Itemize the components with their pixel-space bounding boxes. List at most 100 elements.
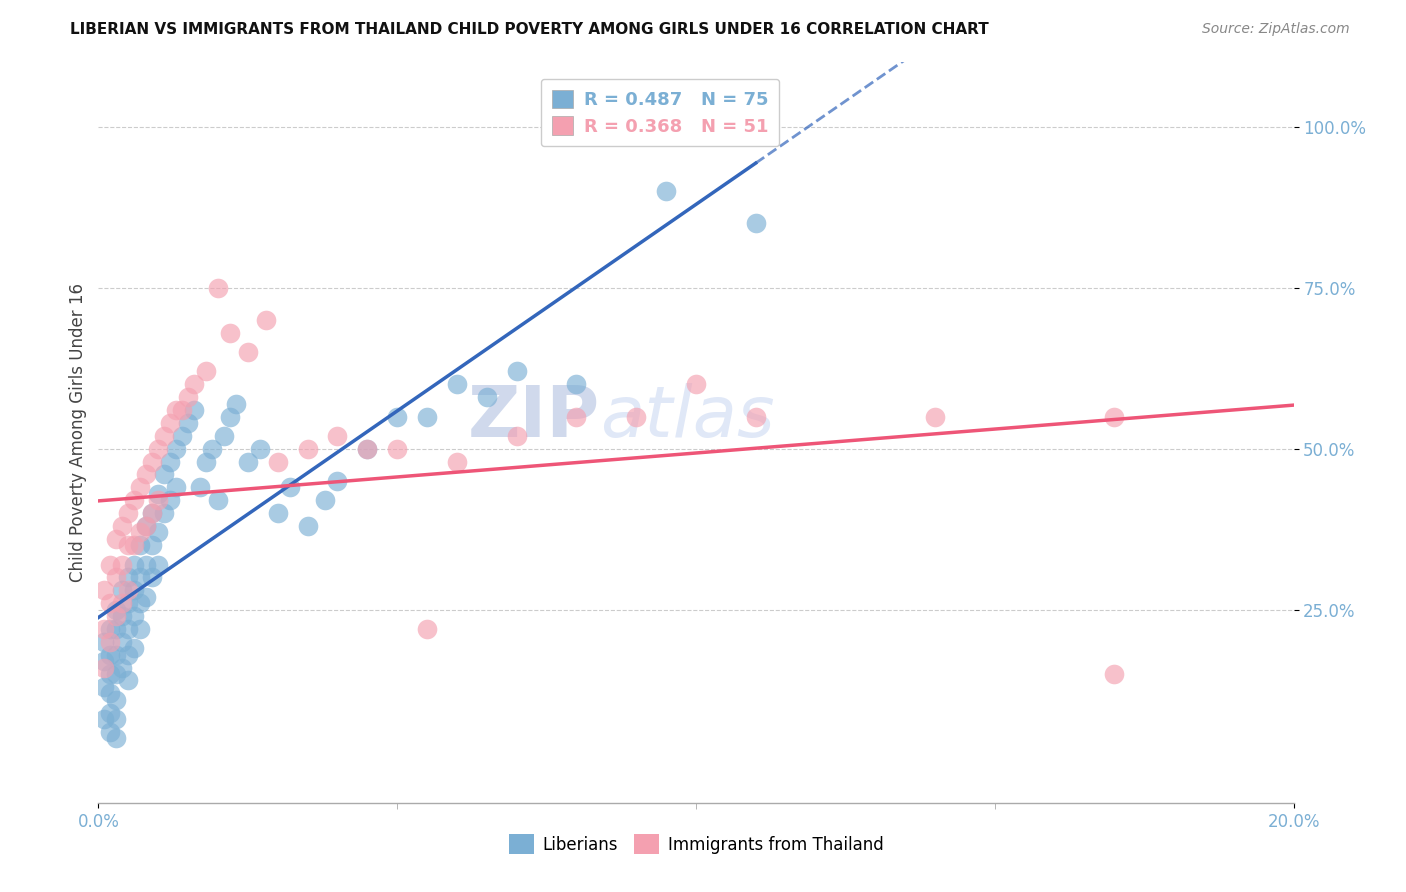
Point [98, 558, 122, 572]
Point [267, 506, 290, 520]
Point [225, 397, 247, 411]
Point [111, 660, 134, 674]
Point [297, 442, 319, 456]
Point [267, 454, 290, 468]
Point [446, 377, 468, 392]
Point [207, 493, 229, 508]
Point [254, 313, 277, 327]
Point [278, 480, 301, 494]
Point [655, 184, 678, 198]
Point [98, 667, 122, 681]
Point [117, 538, 139, 552]
Point [93, 583, 115, 598]
Point [105, 570, 128, 584]
Point [117, 583, 139, 598]
Point [148, 487, 170, 501]
Point [188, 480, 211, 494]
Point [177, 416, 200, 430]
Point [141, 506, 163, 520]
Point [172, 429, 194, 443]
Point [207, 281, 229, 295]
Point [153, 467, 176, 482]
Point [124, 493, 146, 508]
Point [117, 622, 139, 636]
Point [326, 474, 349, 488]
Legend: Liberians, Immigrants from Thailand: Liberians, Immigrants from Thailand [502, 828, 890, 861]
Point [219, 409, 242, 424]
Point [93, 660, 115, 674]
Point [626, 409, 648, 424]
Point [111, 519, 134, 533]
Point [117, 570, 139, 584]
Point [326, 429, 349, 443]
Point [111, 635, 134, 649]
Point [93, 622, 115, 636]
Point [356, 442, 378, 456]
Point [135, 558, 157, 572]
Point [105, 609, 128, 624]
Point [212, 429, 235, 443]
Point [385, 442, 409, 456]
Point [153, 429, 176, 443]
Point [416, 409, 439, 424]
Point [183, 377, 205, 392]
Point [924, 409, 946, 424]
Point [117, 648, 139, 662]
Point [111, 596, 134, 610]
Point [124, 609, 146, 624]
Point [153, 506, 176, 520]
Point [416, 622, 439, 636]
Point [135, 590, 157, 604]
Point [111, 558, 134, 572]
Point [141, 454, 163, 468]
Point [506, 429, 529, 443]
Point [249, 442, 271, 456]
Point [183, 403, 205, 417]
Point [236, 454, 259, 468]
Point [219, 326, 242, 340]
Point [236, 345, 259, 359]
Point [98, 725, 122, 739]
Point [148, 493, 170, 508]
Point [93, 680, 115, 694]
Text: ZIP: ZIP [468, 384, 600, 452]
Point [117, 506, 139, 520]
Point [124, 538, 146, 552]
Point [105, 532, 128, 546]
Point [385, 409, 409, 424]
Point [129, 480, 152, 494]
Point [105, 622, 128, 636]
Point [159, 416, 181, 430]
Point [93, 654, 115, 668]
Point [172, 403, 194, 417]
Point [124, 583, 146, 598]
Point [141, 538, 163, 552]
Point [165, 403, 187, 417]
Point [98, 622, 122, 636]
Point [105, 731, 128, 746]
Point [159, 454, 181, 468]
Text: LIBERIAN VS IMMIGRANTS FROM THAILAND CHILD POVERTY AMONG GIRLS UNDER 16 CORRELAT: LIBERIAN VS IMMIGRANTS FROM THAILAND CHI… [70, 22, 988, 37]
Point [177, 390, 200, 404]
Point [165, 480, 187, 494]
Point [111, 609, 134, 624]
Point [98, 706, 122, 720]
Point [105, 648, 128, 662]
Point [141, 570, 163, 584]
Point [129, 622, 152, 636]
Point [148, 558, 170, 572]
Point [135, 519, 157, 533]
Point [141, 506, 163, 520]
Point [148, 525, 170, 540]
Point [98, 596, 122, 610]
Point [201, 442, 224, 456]
Point [129, 538, 152, 552]
Point [93, 635, 115, 649]
Point [105, 693, 128, 707]
Point [475, 390, 498, 404]
Point [1104, 409, 1126, 424]
Text: Source: ZipAtlas.com: Source: ZipAtlas.com [1202, 22, 1350, 37]
Point [93, 712, 115, 726]
Point [297, 519, 319, 533]
Point [506, 364, 529, 378]
